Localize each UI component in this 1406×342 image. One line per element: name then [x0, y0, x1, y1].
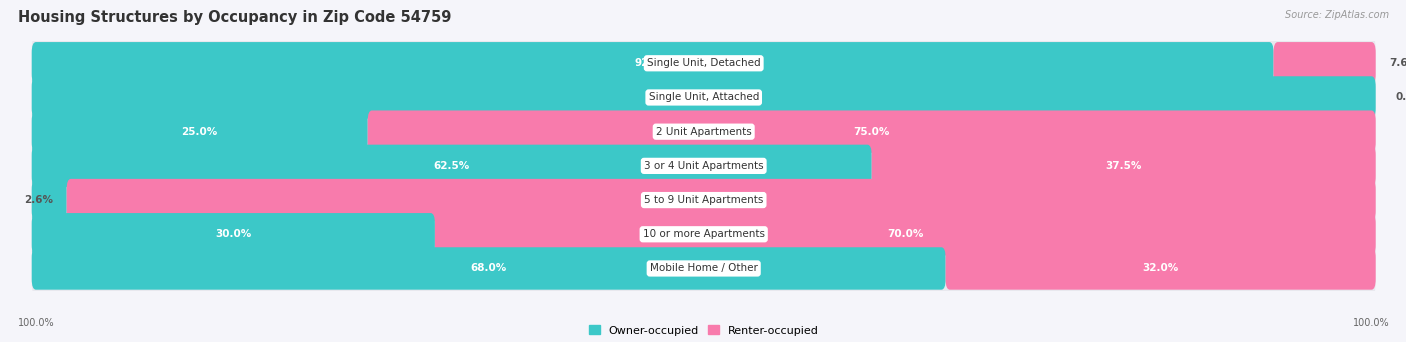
Text: 0.0%: 0.0%	[1396, 92, 1406, 103]
Text: Mobile Home / Other: Mobile Home / Other	[650, 263, 758, 274]
FancyBboxPatch shape	[872, 145, 1375, 187]
Text: 70.0%: 70.0%	[887, 229, 924, 239]
Text: 97.4%: 97.4%	[703, 195, 740, 205]
FancyBboxPatch shape	[32, 206, 1375, 262]
Text: 100.0%: 100.0%	[18, 318, 55, 328]
Text: 3 or 4 Unit Apartments: 3 or 4 Unit Apartments	[644, 161, 763, 171]
FancyBboxPatch shape	[1274, 42, 1375, 84]
Text: 68.0%: 68.0%	[471, 263, 506, 274]
Text: 2.6%: 2.6%	[24, 195, 53, 205]
FancyBboxPatch shape	[434, 213, 1375, 255]
Text: 62.5%: 62.5%	[433, 161, 470, 171]
FancyBboxPatch shape	[32, 179, 66, 221]
Text: 75.0%: 75.0%	[853, 127, 890, 137]
FancyBboxPatch shape	[32, 138, 1375, 194]
Text: Source: ZipAtlas.com: Source: ZipAtlas.com	[1285, 10, 1389, 20]
Text: 32.0%: 32.0%	[1143, 263, 1178, 274]
FancyBboxPatch shape	[32, 69, 1375, 126]
FancyBboxPatch shape	[32, 240, 1375, 297]
FancyBboxPatch shape	[32, 104, 1375, 160]
Text: 5 to 9 Unit Apartments: 5 to 9 Unit Apartments	[644, 195, 763, 205]
Text: Single Unit, Attached: Single Unit, Attached	[648, 92, 759, 103]
Text: 25.0%: 25.0%	[181, 127, 218, 137]
FancyBboxPatch shape	[32, 35, 1375, 91]
FancyBboxPatch shape	[368, 110, 1375, 153]
FancyBboxPatch shape	[66, 179, 1375, 221]
Text: 7.6%: 7.6%	[1389, 58, 1406, 68]
Legend: Owner-occupied, Renter-occupied: Owner-occupied, Renter-occupied	[585, 321, 823, 340]
Text: 30.0%: 30.0%	[215, 229, 252, 239]
FancyBboxPatch shape	[32, 145, 872, 187]
FancyBboxPatch shape	[32, 213, 434, 255]
Text: 37.5%: 37.5%	[1105, 161, 1142, 171]
Text: 2 Unit Apartments: 2 Unit Apartments	[655, 127, 752, 137]
FancyBboxPatch shape	[32, 247, 946, 290]
FancyBboxPatch shape	[32, 172, 1375, 228]
Text: 10 or more Apartments: 10 or more Apartments	[643, 229, 765, 239]
Text: Single Unit, Detached: Single Unit, Detached	[647, 58, 761, 68]
Text: 100.0%: 100.0%	[682, 92, 725, 103]
Text: Housing Structures by Occupancy in Zip Code 54759: Housing Structures by Occupancy in Zip C…	[18, 10, 451, 25]
FancyBboxPatch shape	[32, 76, 1375, 119]
Text: 92.4%: 92.4%	[634, 58, 671, 68]
FancyBboxPatch shape	[32, 42, 1274, 84]
FancyBboxPatch shape	[946, 247, 1375, 290]
FancyBboxPatch shape	[32, 110, 368, 153]
Text: 100.0%: 100.0%	[1353, 318, 1389, 328]
